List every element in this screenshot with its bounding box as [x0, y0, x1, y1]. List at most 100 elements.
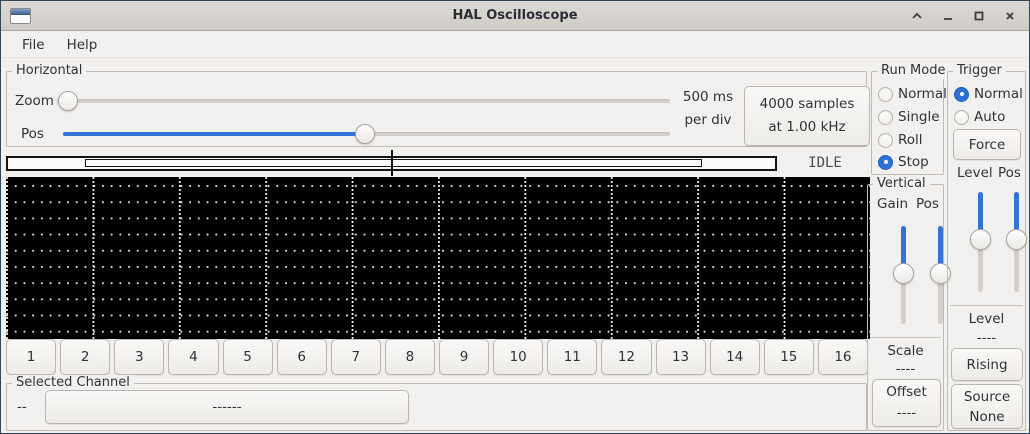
slider-fill	[937, 226, 943, 274]
trigger-level-col-label: Level	[957, 165, 993, 181]
vertical-pos-slider[interactable]	[929, 226, 951, 324]
close-button[interactable]	[999, 5, 1021, 27]
timebase-line2: per div	[684, 112, 732, 128]
run-mode-group-label: Run Mode	[877, 63, 950, 79]
samples-button[interactable]: 4000 samples at 1.00 kHz	[744, 86, 870, 146]
shade-button[interactable]	[906, 5, 928, 27]
radio-icon	[954, 86, 969, 102]
timebase-line1: 500 ms	[682, 89, 734, 105]
run-mode-option-normal[interactable]: Normal	[878, 84, 947, 104]
menubar: File Help	[1, 32, 1029, 58]
samples-line2: at 1.00 kHz	[768, 119, 846, 135]
channel-button-11[interactable]: 11	[547, 339, 598, 375]
selected-channel-group-label: Selected Channel	[12, 375, 134, 391]
channel-button-1[interactable]: 1	[6, 339, 57, 375]
vertical-group: Vertical Gain Pos Scale ---- Offset ----	[867, 176, 951, 431]
slider-handle[interactable]	[58, 91, 79, 111]
channel-button-10[interactable]: 10	[493, 339, 544, 375]
run-mode-group: Run Mode Normal Single Roll Stop	[871, 63, 950, 175]
channel-button-8[interactable]: 8	[384, 339, 435, 375]
horizontal-pos-slider[interactable]	[63, 123, 670, 145]
scope-display[interactable]	[6, 177, 870, 339]
trigger-edge-button[interactable]: Rising	[951, 348, 1023, 381]
channel-button-2[interactable]: 2	[60, 339, 111, 375]
force-label: Force	[968, 136, 1006, 153]
radio-icon	[954, 109, 969, 125]
trigger-edge-label: Rising	[966, 356, 1008, 373]
channel-button-13[interactable]: 13	[655, 339, 706, 375]
vertical-gain-label: Gain	[877, 196, 909, 212]
channel-button-5[interactable]: 5	[222, 339, 273, 375]
trigger-source-button[interactable]: Source None	[951, 384, 1023, 429]
slider-handle[interactable]	[929, 262, 951, 284]
channel-button-3[interactable]: 3	[114, 339, 165, 375]
slider-fill	[63, 132, 366, 136]
channel-name-label: ------	[212, 399, 242, 415]
channel-button-6[interactable]: 6	[276, 339, 327, 375]
radio-icon	[878, 86, 893, 102]
zoom-label: Zoom	[15, 93, 54, 109]
channel-button-4[interactable]: 4	[168, 339, 219, 375]
trigger-source-label: Source	[963, 388, 1011, 405]
horizontal-zoom-slider[interactable]	[57, 90, 670, 112]
channel-name-button[interactable]: ------	[45, 390, 409, 424]
chevron-up-icon	[912, 12, 922, 19]
slider-handle[interactable]	[892, 262, 914, 284]
channel-button-16[interactable]: 16	[817, 339, 868, 375]
radio-icon	[878, 132, 893, 148]
window-title: HAL Oscilloscope	[452, 8, 578, 23]
selected-channel-value: --	[17, 399, 27, 415]
trigger-level-slider[interactable]	[969, 192, 991, 292]
trigger-level-value: ----	[976, 330, 997, 346]
vertical-group-label: Vertical	[873, 176, 930, 192]
channel-button-row: 1 2 3 4 5 6 7 8 9 10 11 12 13 14 15 16	[6, 339, 868, 375]
menu-help[interactable]: Help	[66, 36, 98, 53]
scale-value: ----	[895, 361, 916, 377]
slider-handle[interactable]	[355, 124, 376, 144]
run-mode-option-roll[interactable]: Roll	[878, 130, 923, 150]
record-view-region[interactable]	[85, 159, 702, 167]
record-cursor[interactable]	[391, 150, 393, 176]
force-button[interactable]: Force	[953, 129, 1021, 160]
minimize-icon	[944, 18, 952, 20]
timebase-readout: 500 ms per div	[673, 86, 743, 132]
trigger-pos-col-label: Pos	[998, 165, 1021, 181]
menu-file[interactable]: File	[22, 36, 45, 53]
trigger-group: Trigger Normal Auto Force Level Pos Leve…	[947, 63, 1027, 431]
trigger-option-auto[interactable]: Auto	[954, 107, 1005, 127]
slider-fill	[977, 192, 983, 239]
channel-button-7[interactable]: 7	[330, 339, 381, 375]
acquisition-status: IDLE	[808, 155, 842, 171]
horizontal-group-label: Horizontal	[12, 63, 87, 79]
offset-label: Offset	[886, 384, 927, 400]
slider-fill	[1013, 192, 1019, 239]
channel-button-12[interactable]: 12	[601, 339, 652, 375]
minimize-button[interactable]	[937, 5, 959, 27]
maximize-icon	[974, 11, 984, 21]
channel-button-15[interactable]: 15	[763, 339, 814, 375]
titlebar: HAL Oscilloscope	[1, 1, 1029, 31]
scale-label: Scale	[887, 343, 924, 359]
trigger-option-normal[interactable]: Normal	[954, 84, 1023, 104]
trigger-pos-slider[interactable]	[1005, 192, 1027, 292]
slider-handle[interactable]	[1005, 228, 1027, 250]
channel-button-14[interactable]: 14	[709, 339, 760, 375]
window-controls	[906, 1, 1021, 31]
trigger-group-label: Trigger	[953, 63, 1006, 79]
slider-handle[interactable]	[969, 228, 991, 250]
samples-line1: 4000 samples	[759, 96, 855, 112]
run-mode-option-single[interactable]: Single	[878, 107, 940, 127]
maximize-button[interactable]	[968, 5, 990, 27]
trigger-level-label: Level	[968, 311, 1005, 327]
horizontal-group: Horizontal Zoom Pos 500 ms per div 4000 …	[6, 63, 870, 147]
run-mode-option-stop[interactable]: Stop	[878, 152, 929, 172]
close-icon	[1006, 12, 1014, 20]
vertical-gain-slider[interactable]	[892, 226, 914, 324]
app-icon	[10, 8, 31, 24]
radio-icon	[878, 109, 893, 125]
offset-button[interactable]: Offset ----	[872, 379, 941, 427]
slider-track	[57, 99, 670, 103]
channel-button-9[interactable]: 9	[439, 339, 490, 375]
slider-fill	[900, 226, 906, 274]
